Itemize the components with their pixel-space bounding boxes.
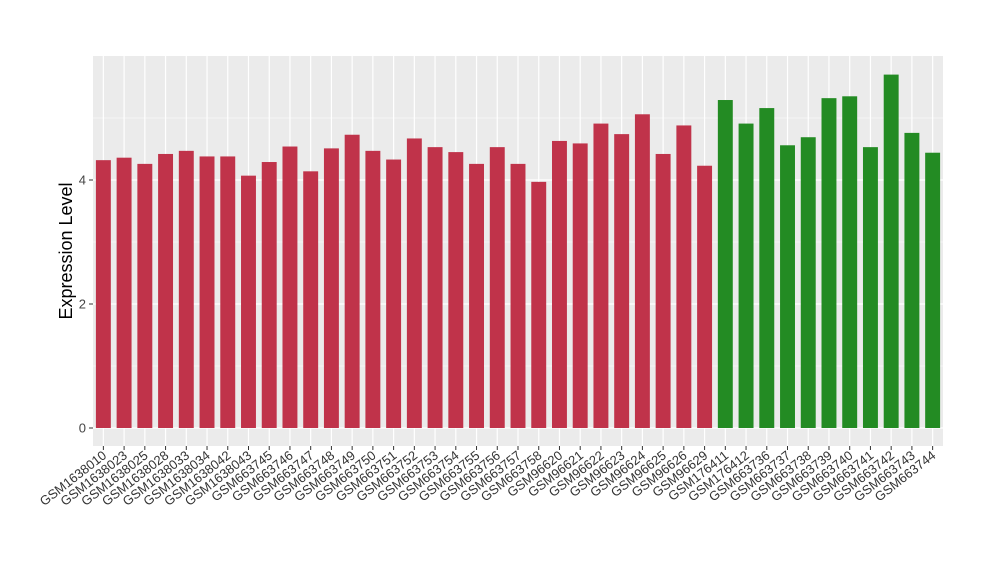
bar-GSM663736 bbox=[759, 108, 775, 428]
bar-GSM663739 bbox=[821, 98, 837, 428]
bar-GSM1638028 bbox=[158, 153, 174, 428]
bar-GSM1638033 bbox=[178, 150, 194, 429]
bar-GSM96621 bbox=[572, 143, 588, 429]
bar-GSM663758 bbox=[531, 181, 547, 428]
bar-GSM1638034 bbox=[199, 156, 215, 428]
bar-GSM1638010 bbox=[95, 160, 111, 428]
bar-GSM1638023 bbox=[116, 157, 132, 428]
bar-GSM96625 bbox=[655, 153, 671, 428]
y-axis: 0 2 4 bbox=[79, 173, 93, 436]
bar-GSM96622 bbox=[593, 123, 609, 428]
y-tick-label: 0 bbox=[79, 421, 86, 436]
bar-GSM663746 bbox=[282, 146, 298, 428]
bar-GSM663756 bbox=[489, 147, 505, 428]
bar-GSM96626 bbox=[676, 125, 692, 428]
y-tick-label: 2 bbox=[79, 297, 86, 312]
y-tick-label: 4 bbox=[79, 173, 86, 188]
bar-GSM663750 bbox=[365, 150, 381, 429]
bar-GSM663754 bbox=[448, 152, 464, 428]
bar-GSM663753 bbox=[427, 147, 443, 428]
bar-GSM663751 bbox=[386, 159, 402, 429]
bar-GSM663738 bbox=[800, 137, 816, 428]
bar-GSM96623 bbox=[614, 134, 630, 428]
bar-GSM663752 bbox=[406, 138, 422, 428]
bar-GSM663742 bbox=[883, 74, 899, 428]
bar-GSM663743 bbox=[904, 132, 920, 428]
bar-GSM663741 bbox=[862, 147, 878, 428]
bar-GSM96629 bbox=[697, 165, 713, 429]
bar-GSM663757 bbox=[510, 163, 526, 428]
y-axis-label: Expression Level bbox=[56, 182, 76, 319]
bar-GSM663744 bbox=[925, 152, 941, 428]
bar-GSM663749 bbox=[344, 134, 360, 429]
bars bbox=[95, 74, 941, 429]
bar-GSM96620 bbox=[552, 140, 567, 428]
bar-GSM1638043 bbox=[241, 175, 256, 428]
bar-GSM663737 bbox=[780, 145, 795, 428]
bar-GSM663740 bbox=[842, 96, 858, 429]
bar-GSM96624 bbox=[634, 114, 650, 428]
bar-GSM176412 bbox=[738, 123, 754, 428]
x-axis: GSM1638010GSM1638023GSM1638025GSM1638028… bbox=[37, 446, 938, 509]
bar-GSM663748 bbox=[323, 148, 339, 428]
bar-GSM176411 bbox=[717, 100, 733, 429]
bar-GSM1638025 bbox=[137, 163, 153, 428]
bar-GSM663755 bbox=[469, 163, 484, 428]
bar-GSM1638042 bbox=[220, 156, 236, 428]
bar-GSM663747 bbox=[303, 171, 319, 428]
bar-GSM663745 bbox=[261, 162, 277, 428]
